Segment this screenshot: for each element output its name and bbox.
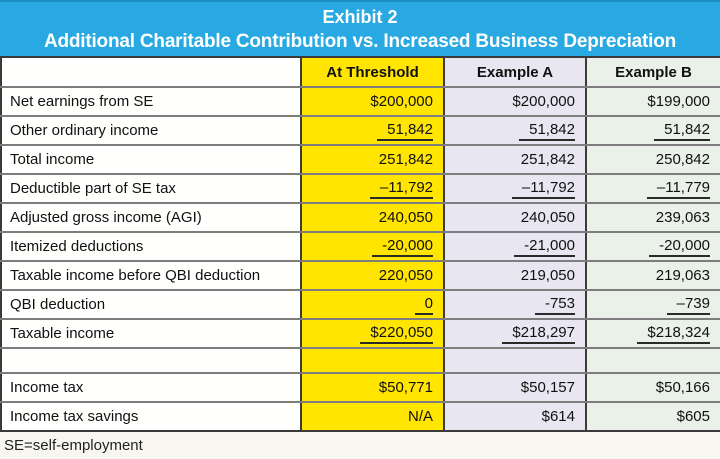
value-example-a: 240,050 [443,202,587,233]
table-row-income-tax-savings: Income tax savings N/A $614 $605 [0,401,720,432]
exhibit-banner: Exhibit 2 Additional Charitable Contribu… [0,0,720,56]
row-label: Itemized deductions [0,231,302,262]
row-label: Taxable income before QBI deduction [0,260,302,291]
table-row-agi: Adjusted gross income (AGI) 240,050 240,… [0,202,720,233]
value-example-b: $605 [585,401,720,432]
value-example-a: –11,792 [443,173,587,204]
value-example-a: $218,297 [443,318,587,349]
value-example-a: $50,157 [443,372,587,403]
value-example-a: -21,000 [443,231,587,262]
row-label: Deductible part of SE tax [0,173,302,204]
value-example-a: $614 [443,401,587,432]
value-at-threshold: 0 [300,289,445,320]
exhibit-subtitle: Additional Charitable Contribution vs. I… [43,31,677,52]
value-example-b: 250,842 [585,144,720,175]
row-label: Adjusted gross income (AGI) [0,202,302,233]
value-example-b [585,347,720,374]
value-at-threshold: $200,000 [300,86,445,117]
value-example-b: $50,166 [585,372,720,403]
table-row-deductible-se-tax: Deductible part of SE tax –11,792 –11,79… [0,173,720,204]
footnote: SE=self-employment [4,437,143,454]
row-label: Net earnings from SE [0,86,302,117]
table-row-qbi-deduction: QBI deduction 0 -753 –739 [0,289,720,320]
value-example-b: –11,779 [585,173,720,204]
col-header-example-a: Example A [443,56,587,88]
table-row-taxable-before-qbi: Taxable income before QBI deduction 220,… [0,260,720,291]
value-example-b: 239,063 [585,202,720,233]
value-at-threshold: 240,050 [300,202,445,233]
value-at-threshold: N/A [300,401,445,432]
value-example-a: 251,842 [443,144,587,175]
corner-cell [0,56,302,88]
row-label: Total income [0,144,302,175]
table-row-income-tax: Income tax $50,771 $50,157 $50,166 [0,372,720,403]
value-example-a: 219,050 [443,260,587,291]
row-label: Taxable income [0,318,302,349]
table-row-itemized-deductions: Itemized deductions -20,000 -21,000 -20,… [0,231,720,262]
col-header-at-threshold: At Threshold [300,56,445,88]
table-row-net-earnings: Net earnings from SE $200,000 $200,000 $… [0,86,720,117]
exhibit-title: Exhibit 2 [322,7,398,27]
table-row-other-ordinary-income: Other ordinary income 51,842 51,842 51,8… [0,115,720,146]
value-example-b: 51,842 [585,115,720,146]
table-row-spacer [0,347,720,374]
value-at-threshold: 220,050 [300,260,445,291]
col-header-example-b: Example B [585,56,720,88]
value-example-a: 51,842 [443,115,587,146]
value-at-threshold: $220,050 [300,318,445,349]
value-example-a: -753 [443,289,587,320]
value-at-threshold: 51,842 [300,115,445,146]
value-at-threshold: -20,000 [300,231,445,262]
table-row-total-income: Total income 251,842 251,842 250,842 [0,144,720,175]
value-at-threshold: 251,842 [300,144,445,175]
value-example-a: $200,000 [443,86,587,117]
value-example-b: $218,324 [585,318,720,349]
header-row: At Threshold Example A Example B [0,56,720,88]
value-at-threshold: –11,792 [300,173,445,204]
value-example-b: 219,063 [585,260,720,291]
row-label: Income tax [0,372,302,403]
row-label: QBI deduction [0,289,302,320]
row-label: Other ordinary income [0,115,302,146]
table-row-taxable-income: Taxable income $220,050 $218,297 $218,32… [0,318,720,349]
value-at-threshold: $50,771 [300,372,445,403]
exhibit-table: At Threshold Example A Example B Net ear… [0,56,720,432]
value-example-b: –739 [585,289,720,320]
value-example-b: $199,000 [585,86,720,117]
row-label [0,347,302,374]
value-example-a [443,347,587,374]
row-label: Income tax savings [0,401,302,432]
value-at-threshold [300,347,445,374]
value-example-b: -20,000 [585,231,720,262]
